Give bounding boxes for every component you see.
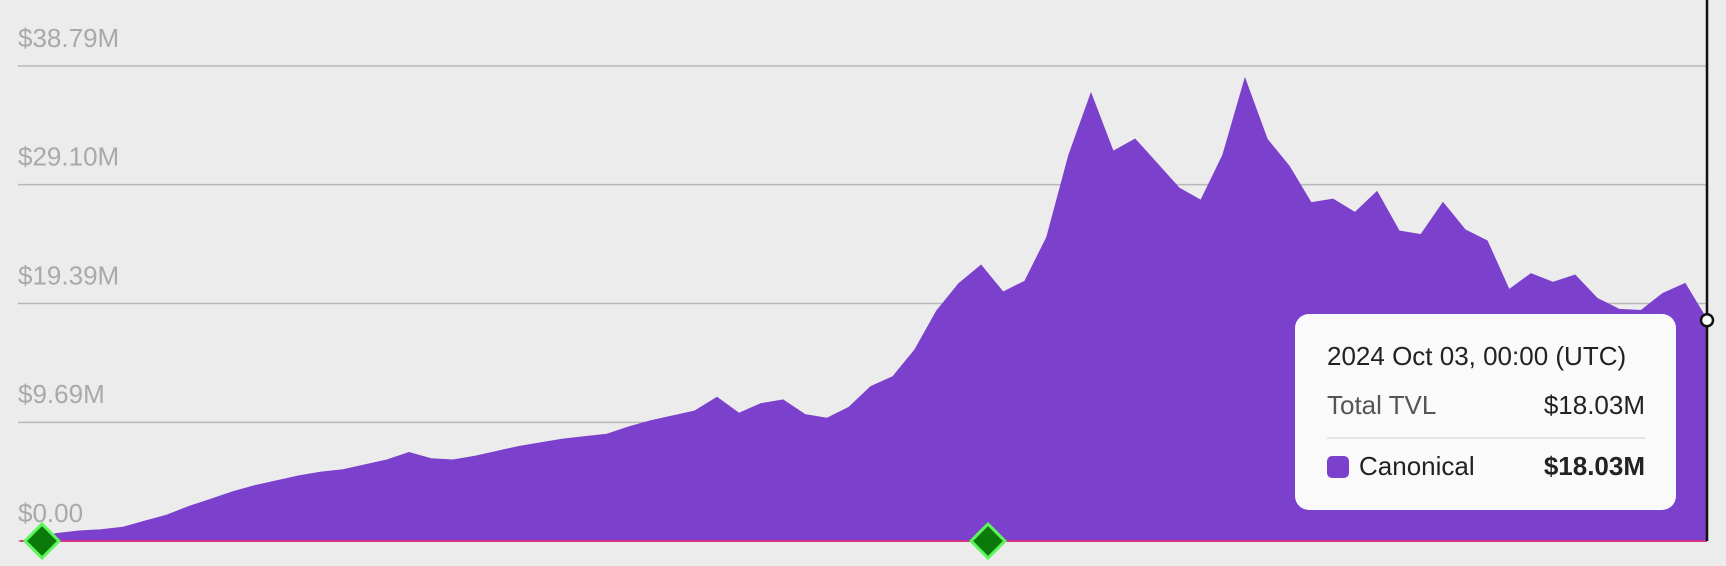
- y-tick-label: $0.00: [18, 498, 83, 528]
- plot: [34, 76, 1708, 542]
- area: [35, 79, 1707, 542]
- y-tick-label: $19.39M: [18, 260, 119, 290]
- grid: $0.00 $9.69M $19.39M $29.10M $38.79M: [18, 23, 1707, 542]
- y-tick-label: $38.79M: [18, 23, 119, 53]
- y-tick-label: $9.69M: [18, 379, 105, 409]
- tooltip-series-name: Canonical: [1359, 451, 1475, 481]
- tooltip-total-value: $18.03M: [1544, 390, 1645, 420]
- tooltip-swatch: [1327, 456, 1349, 478]
- tooltip-title: 2024 Oct 03, 00:00 (UTC): [1327, 341, 1626, 371]
- tooltip-total-label: Total TVL: [1327, 390, 1436, 420]
- tooltip: 2024 Oct 03, 00:00 (UTC) Total TVL $18.0…: [1295, 314, 1676, 510]
- tooltip-box: [1295, 314, 1676, 510]
- tooltip-series-value: $18.03M: [1544, 451, 1645, 481]
- event-marker[interactable]: [22, 521, 62, 561]
- cursor: [1699, 0, 1715, 541]
- area-line: [34, 76, 1708, 540]
- event-marker[interactable]: [968, 521, 1008, 561]
- cursor-dot: [1699, 312, 1715, 328]
- y-tick-label: $29.10M: [18, 142, 119, 172]
